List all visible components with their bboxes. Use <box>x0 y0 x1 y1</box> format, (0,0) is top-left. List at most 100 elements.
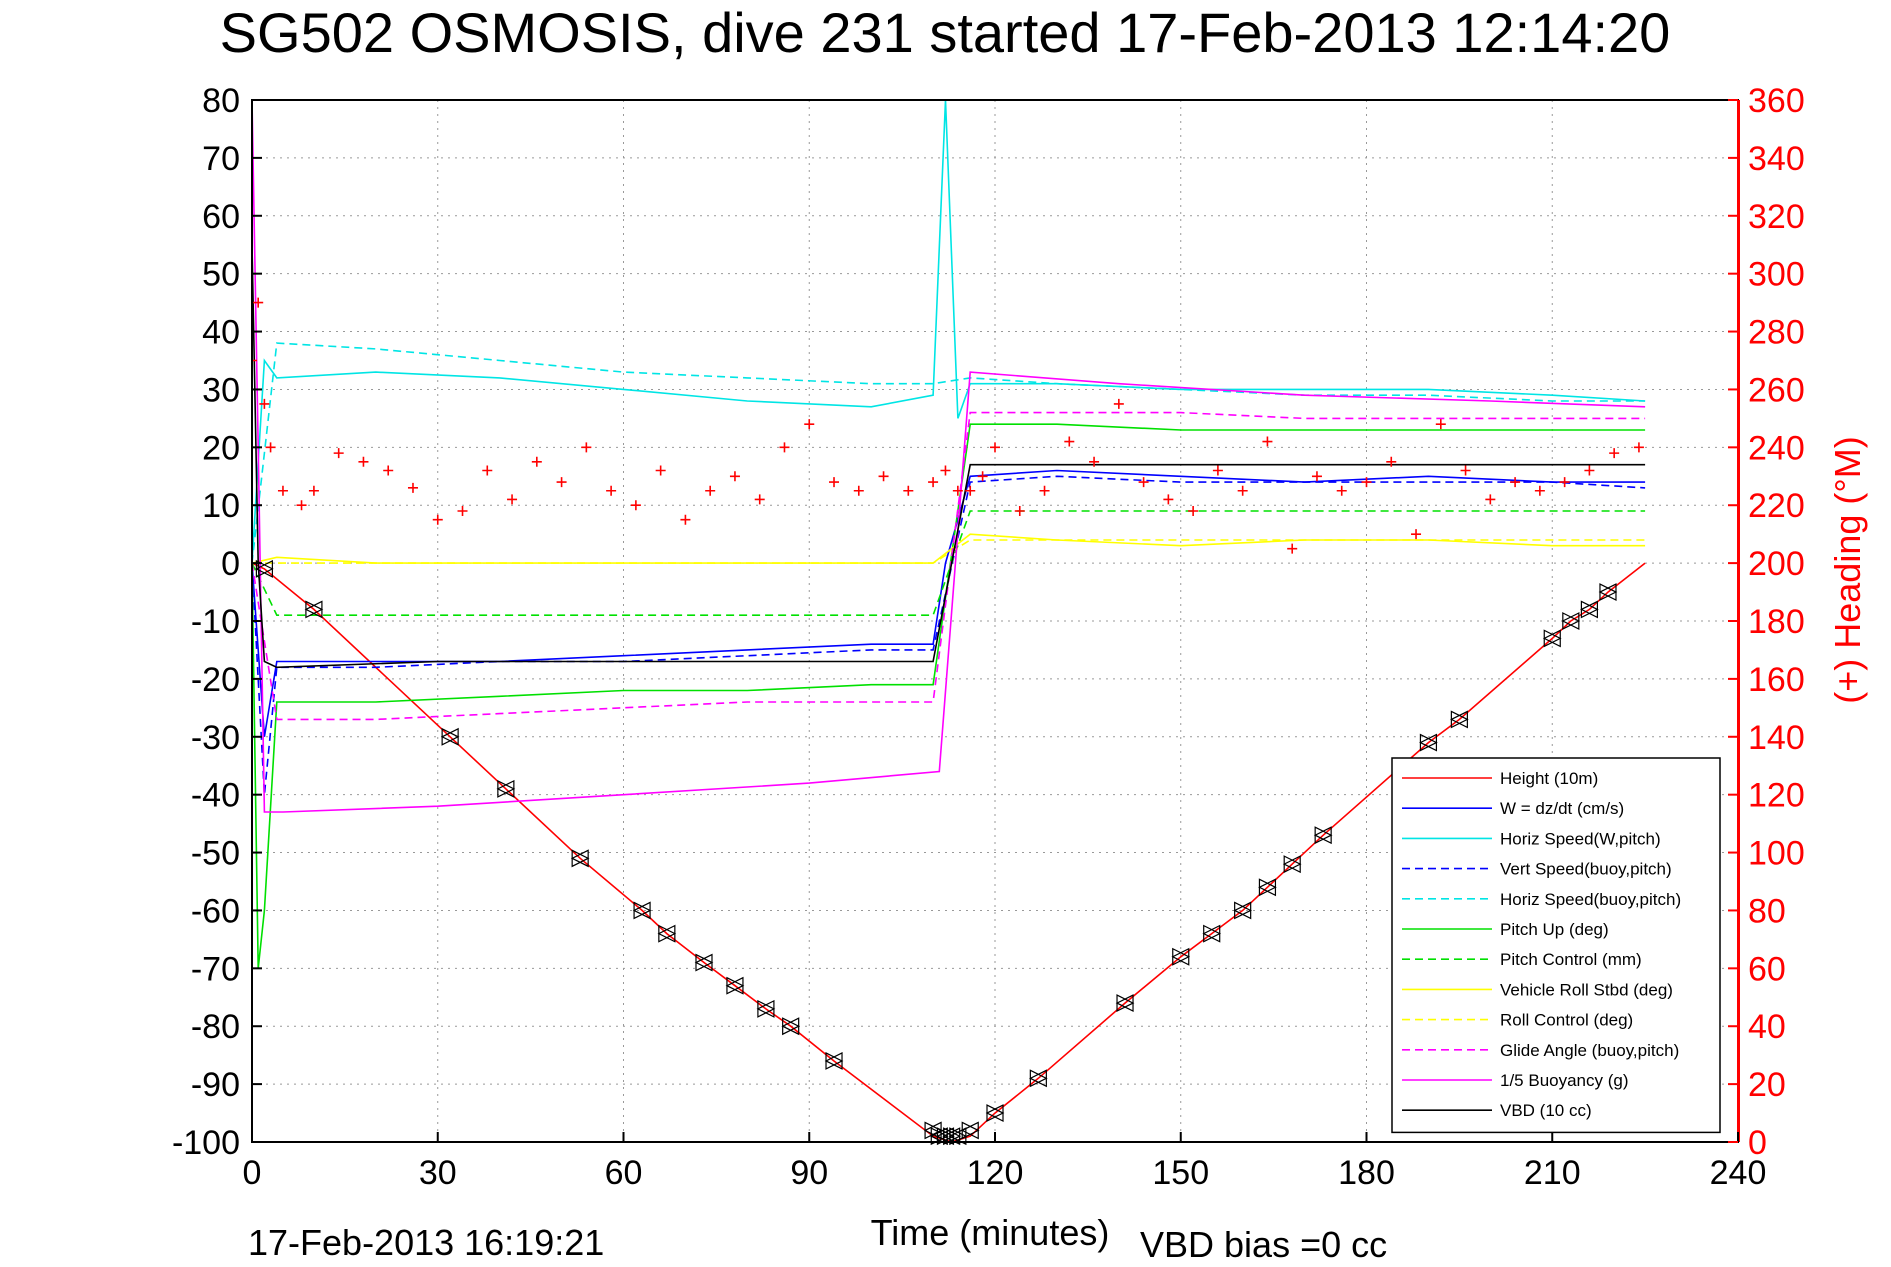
marker-left-triangle <box>570 849 589 868</box>
marker-left-triangle <box>694 953 713 972</box>
right-axis-label: (+) Heading (°M) <box>1827 436 1868 703</box>
marker-left-triangle <box>1580 600 1599 619</box>
marker-layer <box>255 559 1618 1146</box>
marker-left-triangle <box>1450 710 1468 729</box>
marker-left-triangle <box>1258 878 1277 897</box>
heading-point <box>853 485 864 496</box>
series-line-9 <box>252 411 1646 721</box>
x-tick-label: 30 <box>419 1154 457 1192</box>
heading-point <box>804 419 815 430</box>
heading-point <box>1460 465 1471 476</box>
y-tick-label-left: -50 <box>191 835 240 873</box>
legend-entry-label: Height (10m) <box>1500 769 1598 788</box>
y-tick-label-right: 180 <box>1748 603 1805 641</box>
heading-point <box>1485 494 1496 505</box>
heading-point <box>705 485 716 496</box>
heading-point <box>1584 465 1595 476</box>
heading-point <box>333 448 344 459</box>
y-tick-label-right: 260 <box>1748 371 1805 409</box>
x-tick-label: 90 <box>790 1154 828 1192</box>
legend-entry-label: Glide Angle (buoy,pitch) <box>1500 1041 1679 1060</box>
x-tick-label: 150 <box>1152 1154 1209 1192</box>
heading-point <box>878 471 889 482</box>
heading-point <box>507 494 518 505</box>
heading-point <box>1633 442 1644 453</box>
legend-entry-label: Horiz Speed(buoy,pitch) <box>1500 890 1681 909</box>
legend: Height (10m) W = dz/dt (cm/s) Horiz Speed(… <box>1391 757 1721 1134</box>
legend-entry-label: VBD (10 cc) <box>1500 1101 1592 1120</box>
heading-point <box>457 506 468 517</box>
heading-point <box>432 514 443 525</box>
series-line-3 <box>252 475 1646 795</box>
heading-point <box>952 485 963 496</box>
heading-point <box>779 442 790 453</box>
heading-point <box>829 477 840 488</box>
heading-point <box>358 456 369 467</box>
y-tick-label-left: 50 <box>202 256 240 294</box>
x-tick-label: 240 <box>1710 1154 1767 1192</box>
footer-timestamp: 17-Feb-2013 16:19:21 <box>248 1222 604 1262</box>
series-line-11 <box>252 244 1646 669</box>
marker-left-triangle <box>440 727 459 746</box>
heading-point <box>965 485 976 496</box>
y-tick-label-right: 360 <box>1748 82 1805 120</box>
y-tick-label-right: 20 <box>1748 1066 1786 1104</box>
marker-left-triangle <box>1561 612 1580 630</box>
y-tick-label-left: -30 <box>191 719 240 757</box>
y-tick-label-right: 40 <box>1748 1008 1786 1046</box>
y-tick-label-right: 60 <box>1748 950 1786 988</box>
heading-point <box>308 485 319 496</box>
marker-left-triangle <box>1202 924 1221 943</box>
marker-left-triangle <box>304 600 323 619</box>
heading-point <box>581 442 592 453</box>
heading-point <box>407 482 418 493</box>
heading-point <box>977 471 988 482</box>
series-line-10 <box>252 100 1646 813</box>
marker-left-triangle <box>1598 583 1617 602</box>
y-tick-label-right: 320 <box>1748 198 1805 236</box>
marker-left-triangle <box>756 999 775 1018</box>
heading-point <box>606 485 617 496</box>
marker-left-triangle <box>496 779 515 798</box>
marker-left-triangle <box>255 559 273 578</box>
heading-point <box>754 494 765 505</box>
legend-entry-label: Vehicle Roll Stbd (deg) <box>1500 980 1673 999</box>
y-tick-label-left: -40 <box>191 777 240 815</box>
heading-point <box>1609 448 1620 459</box>
y-tick-label-right: 280 <box>1748 314 1805 352</box>
heading-point <box>1411 529 1422 540</box>
ticks-layer: 0 30 60 90 120 150 180 210 24080706050403020100-… <box>172 82 1805 1192</box>
y-tick-label-left: 60 <box>202 198 240 236</box>
marker-left-triangle <box>1029 1069 1047 1088</box>
heading-point <box>940 465 951 476</box>
series-line-5 <box>252 423 1646 969</box>
marker-left-triangle <box>632 901 651 920</box>
y-tick-label-left: 30 <box>202 371 240 409</box>
x-axis-label: Time (minutes) <box>871 1212 1110 1253</box>
heading-point <box>630 500 641 511</box>
marker-left-triangle <box>725 976 744 995</box>
heading-point <box>729 471 740 482</box>
x-tick-label: 180 <box>1338 1154 1395 1192</box>
heading-point <box>1039 485 1050 496</box>
heading-point <box>1014 506 1025 517</box>
heading-point <box>1262 436 1273 447</box>
y-tick-label-right: 220 <box>1748 487 1805 525</box>
marker-left-triangle <box>985 1104 1004 1123</box>
heading-point <box>903 485 914 496</box>
y-tick-label-left: -10 <box>191 603 240 641</box>
heading-point <box>1287 543 1298 554</box>
heading-point <box>1138 477 1149 488</box>
heading-point <box>277 485 288 496</box>
heading-point <box>1534 485 1545 496</box>
legend-entry-label: Horiz Speed(W,pitch) <box>1500 829 1661 848</box>
heading-point <box>1237 485 1248 496</box>
x-tick-label: 210 <box>1524 1154 1581 1192</box>
marker-left-triangle <box>657 924 676 943</box>
legend-entry-label: Pitch Up (deg) <box>1500 920 1609 939</box>
marker-left-triangle <box>824 1051 843 1070</box>
heading-point <box>990 442 1000 453</box>
legend-entry-label: 1/5 Buoyancy (g) <box>1500 1071 1629 1090</box>
